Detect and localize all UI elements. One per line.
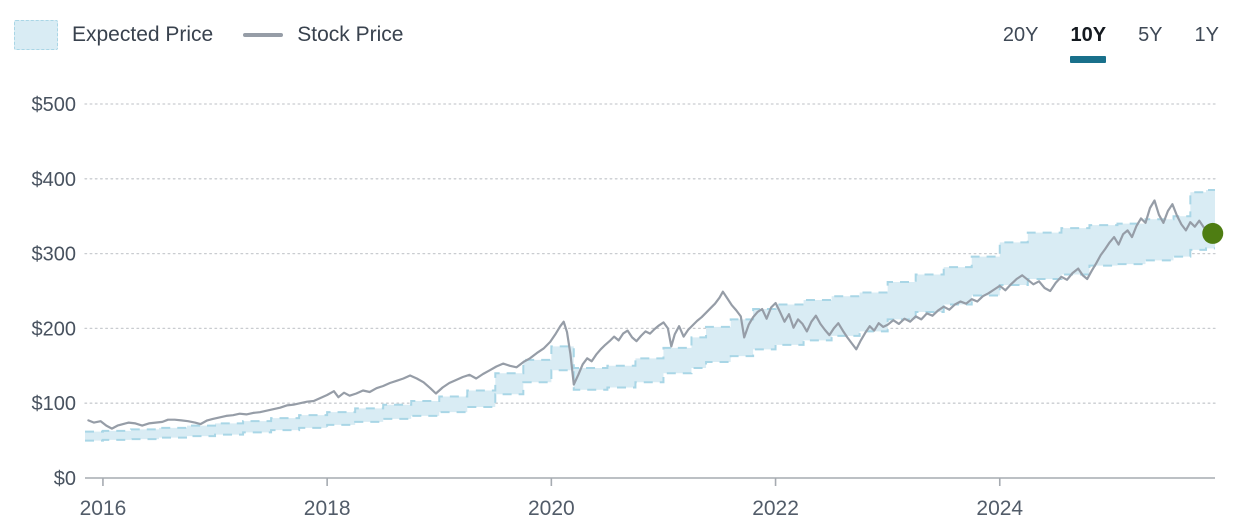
range-underline: [1195, 56, 1219, 63]
range-button-1y[interactable]: 1Y: [1179, 22, 1235, 63]
svg-text:$200: $200: [32, 318, 77, 340]
time-range-selector: 20Y 10Y 5Y 1Y: [987, 22, 1235, 63]
x-axis: 2016 2018 2020 2022 2024: [80, 477, 1215, 520]
svg-text:$300: $300: [32, 244, 77, 266]
range-button-5y[interactable]: 5Y: [1122, 22, 1178, 63]
legend-item-stock-price[interactable]: Stock Price: [243, 23, 403, 47]
svg-text:2020: 2020: [528, 497, 575, 520]
range-button-20y[interactable]: 20Y: [987, 22, 1055, 63]
y-axis-labels: $0 $100 $200 $300 $400 $500: [32, 94, 77, 490]
latest-price-marker: [1202, 222, 1224, 244]
svg-text:$100: $100: [32, 393, 77, 415]
expected-price-band-swatch: [14, 20, 58, 50]
stock-price-line-swatch: [243, 33, 284, 37]
range-underline: [1003, 56, 1039, 63]
chart-legend: Expected Price Stock Price: [14, 20, 403, 50]
legend-item-expected-price[interactable]: Expected Price: [14, 20, 213, 50]
svg-text:$500: $500: [32, 94, 77, 116]
svg-text:2018: 2018: [304, 497, 351, 520]
svg-text:2022: 2022: [752, 497, 799, 520]
legend-label-expected-price: Expected Price: [72, 23, 214, 46]
range-button-10y[interactable]: 10Y: [1054, 22, 1122, 63]
range-underline: [1070, 56, 1107, 63]
svg-text:2024: 2024: [976, 497, 1023, 520]
svg-text:2016: 2016: [80, 497, 127, 520]
range-underline: [1138, 56, 1162, 63]
legend-label-stock-price: Stock Price: [297, 23, 404, 46]
svg-text:$400: $400: [32, 169, 77, 191]
svg-text:$0: $0: [54, 468, 76, 490]
stock-price-line: [87, 199, 1214, 430]
expected-price-band: [85, 189, 1215, 442]
